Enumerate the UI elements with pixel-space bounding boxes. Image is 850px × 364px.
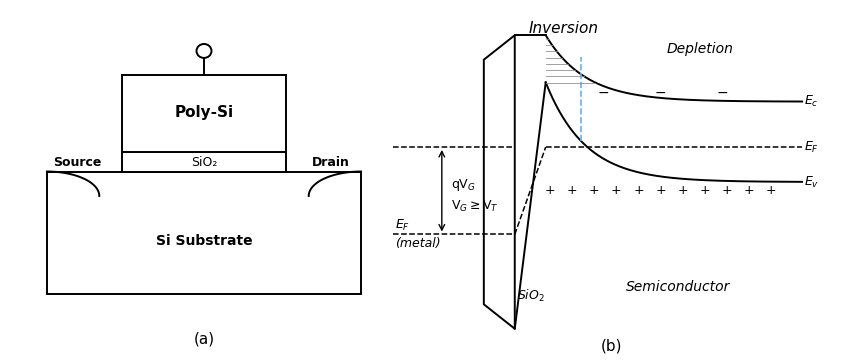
Text: Source: Source [53,156,101,169]
Text: $E_v$: $E_v$ [804,174,819,190]
Text: $E_F$: $E_F$ [395,218,411,233]
Text: Si Substrate: Si Substrate [156,234,252,248]
Text: Depletion: Depletion [667,42,734,56]
Text: Inversion: Inversion [529,21,598,36]
Text: Drain: Drain [312,156,350,169]
Text: −: − [598,86,609,100]
Text: (metal): (metal) [395,237,441,250]
Text: (a): (a) [194,332,214,347]
Text: +: + [677,184,688,197]
Text: +: + [633,184,643,197]
Text: +: + [611,184,621,197]
Text: Poly-Si: Poly-Si [174,104,234,120]
Bar [47,171,361,294]
Text: Semiconductor: Semiconductor [626,280,730,294]
Text: SiO$_2$: SiO$_2$ [517,288,545,304]
Text: +: + [766,184,776,197]
Text: +: + [655,184,666,197]
Text: V$_G$$\geq$V$_T$: V$_G$$\geq$V$_T$ [450,199,498,214]
Text: −: − [717,86,728,100]
Text: $E_c$: $E_c$ [804,94,819,109]
Bar [122,152,286,171]
Polygon shape [484,35,515,329]
Text: (b): (b) [601,339,623,354]
Text: $E_F$: $E_F$ [804,139,819,155]
Text: +: + [589,184,599,197]
Text: SiO₂: SiO₂ [190,155,218,169]
Text: −: − [654,86,666,100]
Text: +: + [744,184,754,197]
Text: +: + [545,184,555,197]
Text: qV$_G$: qV$_G$ [450,178,476,194]
Text: +: + [700,184,710,197]
Text: +: + [567,184,577,197]
Bar [122,75,286,152]
Text: +: + [722,184,732,197]
